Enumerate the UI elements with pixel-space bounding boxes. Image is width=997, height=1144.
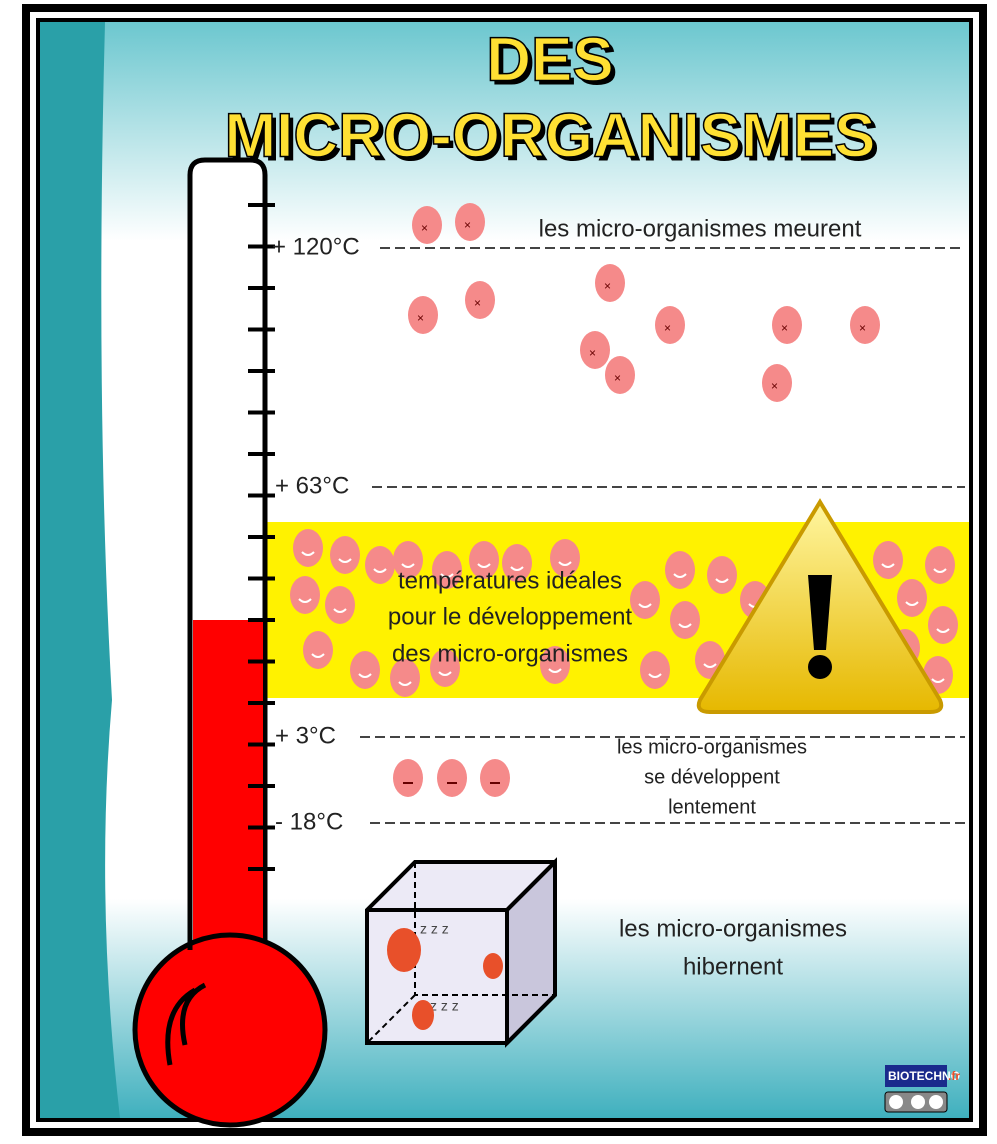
happy-microbe [670, 601, 700, 639]
level-label: + 3°C [275, 722, 336, 749]
zone-text: les micro-organismes meurent [539, 215, 862, 242]
happy-microbe [928, 606, 958, 644]
svg-text:×: × [421, 221, 428, 235]
svg-text:×: × [859, 321, 866, 335]
happy-microbe [430, 649, 460, 687]
happy-microbe [325, 586, 355, 624]
happy-microbe [303, 631, 333, 669]
zone-texts: les micro-organismes meurent température… [388, 215, 862, 980]
level-label: + 63°C [275, 472, 349, 499]
svg-text:×: × [664, 321, 671, 335]
zone-text: lentement [668, 796, 756, 818]
happy-microbe [390, 659, 420, 697]
sleep-text: z z z [420, 921, 449, 937]
svg-text:×: × [464, 218, 471, 232]
svg-text:×: × [781, 321, 788, 335]
happy-microbe [365, 546, 395, 584]
dead-microbe: × [655, 306, 685, 344]
dead-microbe: × [605, 356, 635, 394]
title-line: DES [486, 25, 613, 94]
svg-text:×: × [417, 311, 424, 325]
slow-microbe [437, 759, 467, 797]
svg-text:×: × [589, 346, 596, 360]
happy-microbe [707, 556, 737, 594]
title: DES DES MICRO-ORGANISMES MICRO-ORGANISME… [224, 25, 880, 175]
slow-microbe [480, 759, 510, 797]
freezer-cube [365, 857, 557, 1048]
title-line: MICRO-ORGANISMES [225, 101, 876, 170]
side-band [40, 22, 120, 1118]
title-shadow: DES [490, 29, 617, 98]
happy-microbe [550, 539, 580, 577]
thermometer-ticks [248, 203, 275, 871]
zone-text: les micro-organismes [619, 915, 847, 942]
dead-microbe: × [595, 264, 625, 302]
happy-microbe [873, 541, 903, 579]
dead-microbe: × [850, 306, 880, 344]
happy-microbe [665, 551, 695, 589]
happy-microbe [925, 546, 955, 584]
level-label: - 18°C [275, 808, 343, 835]
happy-microbe [540, 646, 570, 684]
dead-microbe: × [762, 364, 792, 402]
zone-text: des micro-organismes [392, 640, 628, 667]
dead-microbe: × [772, 306, 802, 344]
dead-microbe: × [580, 331, 610, 369]
happy-microbe [630, 581, 660, 619]
sleep-text: z z z [430, 998, 459, 1014]
zone-text: hibernent [683, 953, 783, 980]
happy-microbe [290, 576, 320, 614]
dead-microbe: × [465, 281, 495, 319]
happy-microbe [393, 541, 423, 579]
thermometer-mercury [193, 620, 263, 980]
dead-microbe: × [455, 203, 485, 241]
frozen-microbe [387, 928, 421, 972]
slow-microbe [393, 759, 423, 797]
happy-microbe [640, 651, 670, 689]
level-labels: + 120°C + 63°C + 3°C - 18°C [272, 233, 360, 835]
svg-text:×: × [771, 379, 778, 393]
happy-microbe [432, 551, 462, 589]
frozen-microbe [483, 953, 503, 979]
frozen-microbe [412, 1000, 434, 1030]
zone-text: les micro-organismes [617, 736, 807, 758]
zone-text: se développent [644, 766, 780, 788]
dead-microbe: × [412, 206, 442, 244]
happy-microbe [293, 529, 323, 567]
happy-microbe [330, 536, 360, 574]
zone-text: pour le développement [388, 603, 633, 630]
happy-microbe [350, 651, 380, 689]
dead-microbe: × [408, 296, 438, 334]
svg-text:×: × [604, 279, 611, 293]
level-label: + 120°C [272, 233, 360, 260]
bulb-shine [165, 982, 207, 1066]
logo-domain: .fr [948, 1069, 960, 1083]
svg-text:×: × [614, 371, 621, 385]
logo: BIOTECHNO .fr [884, 1065, 960, 1113]
warning-sign [696, 498, 944, 714]
thermometer-bulb [132, 932, 328, 1128]
level-lines [360, 247, 965, 824]
zone-text: températures idéales [398, 567, 622, 594]
happy-microbe [502, 544, 532, 582]
title-shadow: MICRO-ORGANISMES [229, 105, 880, 174]
logo-name: BIOTECHNO [888, 1069, 960, 1083]
svg-text:×: × [474, 296, 481, 310]
sleep-marks: z z z z z z [420, 921, 459, 1014]
happy-microbe [897, 579, 927, 617]
happy-microbe [469, 541, 499, 579]
